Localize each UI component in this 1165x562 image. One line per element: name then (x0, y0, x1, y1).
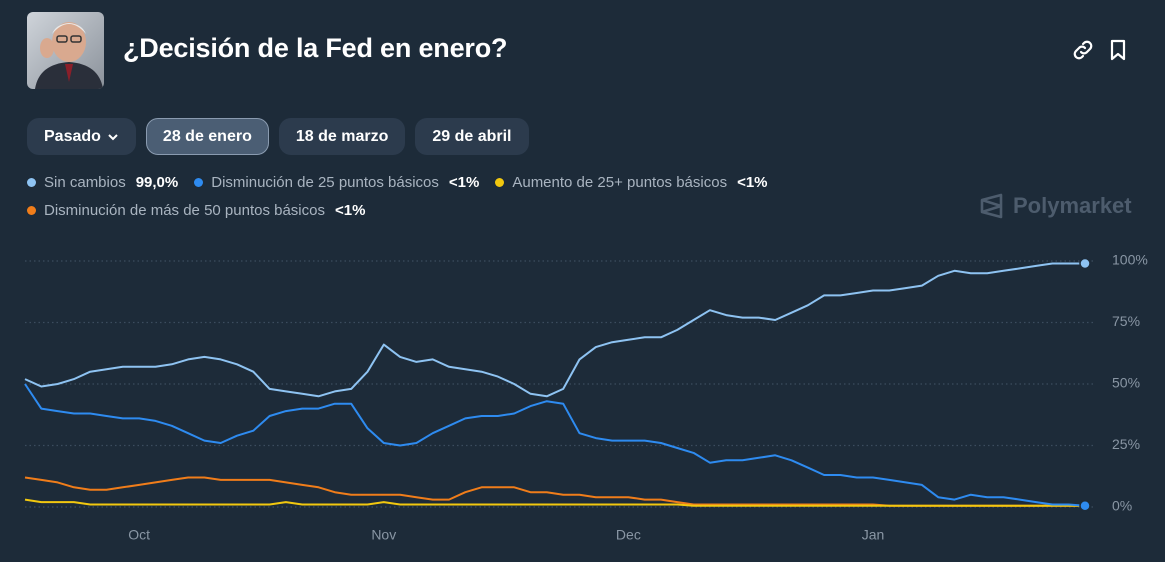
y-tick-label: 100% (1112, 252, 1148, 268)
tab[interactable]: 28 de enero (145, 118, 269, 155)
brand-logo (980, 193, 1003, 219)
chevron (108, 133, 118, 140)
link-icon[interactable] (1071, 38, 1095, 62)
tab-label: Pasado (44, 127, 101, 145)
legend: Sin cambios 99,0% Disminución de 25 puntos… (27, 171, 907, 221)
legend-label: Sin cambios (44, 173, 126, 191)
y-tick-label: 75% (1112, 313, 1140, 329)
y-tick-label: 50% (1112, 375, 1140, 391)
legend-label: Aumento de 25+ puntos básicos (512, 173, 728, 191)
end-point (1079, 257, 1091, 270)
series-line (24, 262, 1085, 398)
legend-label: Disminución de más de 50 puntos básicos (44, 201, 325, 219)
x-tick-label: Oct (128, 527, 150, 543)
legend-swatch (495, 177, 505, 187)
tab[interactable]: 29 de abril (415, 118, 529, 155)
market-title: ¿Decisión de la Fed en enero? (123, 33, 508, 63)
date-tabs: Pasado 28 de enero 18 de marzo 29 de abr… (27, 118, 529, 155)
series-line (24, 383, 1086, 507)
legend-item: Aumento de 25+ puntos básicos <1% (495, 171, 768, 193)
brand: Polymarket (979, 193, 1132, 219)
portrait (27, 12, 104, 89)
series-line (24, 498, 1085, 507)
legend-swatch (27, 205, 36, 215)
bookmark-icon[interactable] (1106, 38, 1130, 62)
y-tick-label: 0% (1112, 498, 1132, 514)
x-tick-label: Jan (862, 527, 885, 543)
legend-label: Disminución de 25 puntos básicos (211, 173, 439, 191)
tab[interactable]: 18 de marzo (278, 118, 406, 155)
tab[interactable]: Pasado (27, 118, 136, 155)
legend-item: Disminución de 25 puntos básicos <1% (194, 171, 479, 193)
legend-value: <1% (448, 173, 480, 191)
legend-item: Disminución de más de 50 puntos básicos <… (27, 199, 365, 221)
legend-value: <1% (335, 201, 366, 219)
y-tick-label: 25% (1112, 436, 1140, 452)
legend-item: Sin cambios 99,0% (27, 171, 178, 193)
x-tick-label: Dec (616, 527, 641, 543)
legend-value: 99,0% (135, 173, 179, 191)
market-image (27, 12, 104, 89)
legend-swatch (194, 177, 204, 187)
series-line (24, 476, 1085, 507)
legend-value: <1% (737, 173, 768, 191)
legend-swatch (27, 177, 36, 187)
brand-name: Polymarket (1013, 193, 1132, 218)
end-point (1079, 500, 1091, 512)
x-tick-label: Nov (371, 527, 396, 543)
